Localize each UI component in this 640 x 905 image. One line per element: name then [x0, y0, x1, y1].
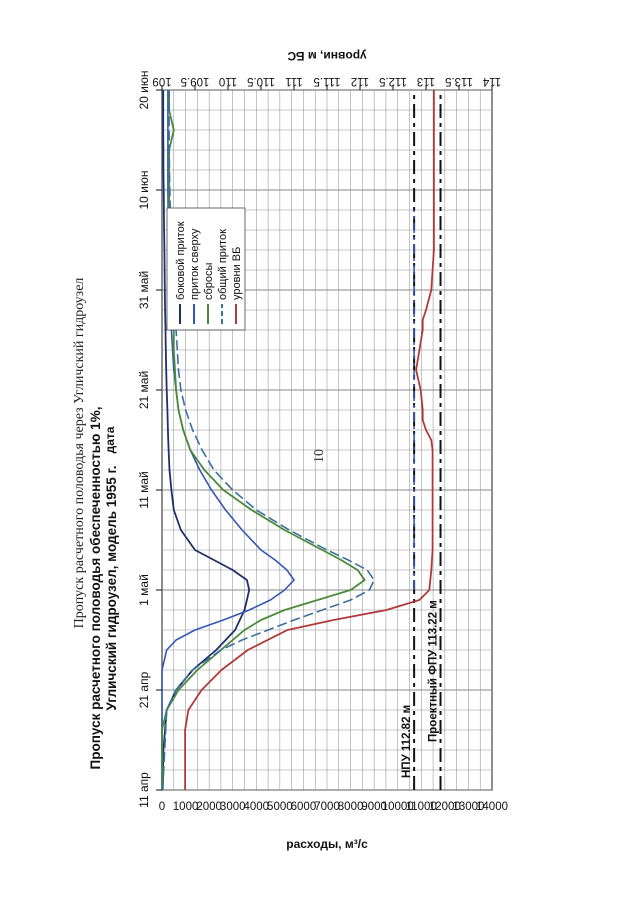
series-line: [161, 90, 375, 791]
y2-axis-title: уровни, м БС: [287, 49, 367, 63]
y2-tick-label: 113: [417, 75, 435, 87]
x-tick-label: 21 апр: [137, 671, 151, 708]
y2-tick-label: 109: [152, 75, 171, 87]
y-tick-label: 10000: [382, 801, 414, 813]
y2-tick-label: 111.5: [313, 75, 340, 87]
x-tick-label: 11 май: [137, 471, 151, 508]
y-tick-label: 8000: [338, 801, 364, 813]
y2-tick-label: 109.5: [181, 75, 210, 87]
y2-tick-label: 112.5: [379, 75, 407, 87]
y-tick-label: 6000: [291, 801, 317, 813]
series-line: [161, 90, 295, 790]
legend-label: общий приток: [217, 229, 229, 300]
reference-label: Проектный ФПУ 113.22 м: [428, 600, 440, 742]
y-axis-title: расходы, м³/с: [286, 837, 368, 851]
y-tick-label: 9000: [361, 801, 387, 813]
legend-label: приток сверху: [189, 228, 201, 300]
y-tick-label: 2000: [196, 801, 222, 813]
y2-tick-label: 110.5: [247, 75, 275, 87]
legend-label: боковой приток: [175, 221, 187, 300]
series-line: [184, 90, 435, 790]
y2-tick-label: 112: [351, 75, 369, 87]
x-tick-label: 1 май: [137, 574, 151, 606]
y-tick-label: 1000: [173, 801, 199, 813]
legend-label: уровни ВБ: [231, 247, 243, 300]
series-lines: [161, 90, 435, 791]
grid: [161, 89, 493, 791]
y-tick-label: 4000: [243, 801, 269, 813]
x-tick-label: 31 май: [137, 271, 151, 309]
reference-label: НПУ 112.82 м: [401, 705, 413, 778]
x-axis-title: дата: [103, 426, 117, 453]
axes: 11 апр 21 апр 1 май 11 май 21 май 31 май 10 ию…: [137, 70, 508, 813]
x-tick-label: 20 июн: [137, 70, 151, 109]
y2-tick-label: 111: [285, 75, 302, 87]
y-tick-label: 3000: [220, 801, 246, 813]
x-tick-label: 11 апр: [137, 772, 151, 808]
legend-box: [166, 207, 246, 331]
y-tick-label: 12000: [429, 801, 461, 813]
y-tick-label: 7000: [314, 801, 340, 813]
y-tick-label: 13000: [452, 801, 484, 813]
chart-title-line1: Пропуск расчетного половодья обеспеченно…: [88, 407, 103, 770]
x-tick-label: 21 май: [137, 371, 151, 409]
legend: боковой приток приток сверху сбросы общий п…: [166, 207, 246, 331]
series-line: [161, 90, 251, 791]
y-tick-label: 5000: [267, 801, 293, 813]
y-tick-label: 0: [159, 801, 165, 813]
series-line: [161, 90, 366, 790]
y2-tick-label: 113.5: [445, 75, 473, 87]
y2-tick-label: 110: [219, 75, 237, 87]
y2-tick-label: 114: [482, 75, 501, 87]
y-tick-label: 14000: [476, 801, 508, 813]
legend-label: сбросы: [203, 262, 215, 300]
chart-title-line2: Угличский гидроузел, модель 1955 г.: [104, 465, 119, 710]
x-tick-label: 10 июн: [137, 170, 151, 209]
y-tick-label: 11000: [406, 801, 437, 813]
